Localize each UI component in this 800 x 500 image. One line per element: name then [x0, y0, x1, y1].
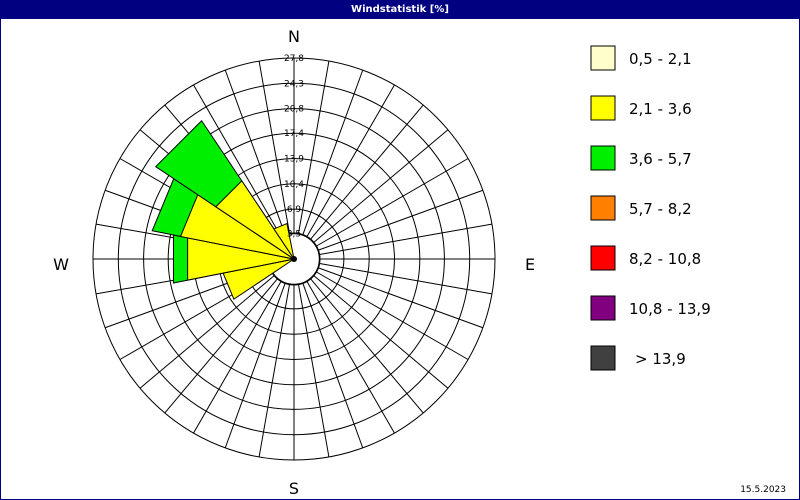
legend-label: 2,1 - 3,6: [629, 100, 692, 118]
direction-label-e: E: [525, 255, 535, 274]
petal-nnw: [273, 222, 295, 260]
grid-spoke: [224, 69, 286, 235]
petal-nw: [215, 180, 295, 260]
legend-label: 10,8 - 13,9: [629, 300, 711, 318]
legend-swatch: [590, 295, 616, 321]
direction-label-w: W: [53, 255, 69, 274]
grid-spoke: [164, 278, 278, 414]
radial-tick-label: 13,9: [284, 155, 304, 165]
legend-label: 8,2 - 10,8: [629, 250, 701, 268]
grid-spoke: [306, 84, 395, 237]
radial-tick-label: 20,8: [284, 105, 304, 115]
wind-petals: [151, 119, 297, 300]
date-stamp: 15.5.2023: [740, 485, 786, 495]
center-dot: [291, 256, 297, 262]
grid-spoke: [258, 60, 290, 234]
grid-spoke: [313, 129, 449, 243]
grid-spoke: [193, 281, 282, 434]
legend-swatch: [590, 245, 616, 271]
grid-spoke: [318, 267, 484, 329]
grid-spoke: [310, 104, 424, 240]
grid-spoke: [316, 271, 469, 360]
radial-tick-label: 3,5: [287, 230, 301, 240]
grid-spoke: [298, 60, 330, 234]
grid-spoke: [139, 275, 275, 389]
direction-label-s: S: [289, 479, 299, 498]
grid-spoke: [224, 283, 286, 449]
grid-spoke: [193, 84, 282, 237]
radial-tick-label: 10,4: [284, 180, 304, 190]
legend-label: 3,6 - 5,7: [629, 150, 692, 168]
grid-spoke: [313, 275, 449, 389]
grid-spoke: [298, 284, 330, 458]
legend-label: > 13,9: [635, 350, 686, 368]
direction-labels: N E S W: [53, 27, 535, 498]
window-title: Windstatistik [%]: [1, 1, 799, 19]
grid-spoke: [318, 189, 484, 251]
legend-swatch: [590, 145, 616, 171]
grid-spoke: [302, 69, 364, 235]
radial-tick-label: 17,4: [284, 129, 304, 139]
legend: 0,5 - 2,1 2,1 - 3,6 3,6 - 5,7 5,7 - 8,2 8,2 …: [590, 45, 711, 371]
grid-spoke: [319, 263, 493, 295]
legend-swatch: [590, 345, 616, 371]
legend-label: 0,5 - 2,1: [629, 50, 692, 68]
grid-spoke: [319, 223, 493, 255]
grid-spoke: [258, 284, 290, 458]
direction-label-n: N: [288, 27, 300, 46]
radial-tick-label: 6,9: [287, 205, 302, 215]
radial-tick-label: 27,8: [284, 54, 304, 64]
grid-spoke: [316, 158, 469, 247]
radial-tick-label: 24,3: [284, 79, 304, 89]
radial-tick-labels: 3,5 6,9 10,4 13,9 17,4 20,8 24,3 27,8: [284, 54, 304, 240]
legend-swatch: [590, 95, 616, 121]
grid-spoke: [306, 281, 395, 434]
legend-swatch: [590, 195, 616, 221]
grid-spoke: [310, 278, 424, 414]
grid-spoke: [302, 283, 364, 449]
legend-label: 5,7 - 8,2: [629, 200, 692, 218]
legend-swatch: [590, 45, 616, 71]
